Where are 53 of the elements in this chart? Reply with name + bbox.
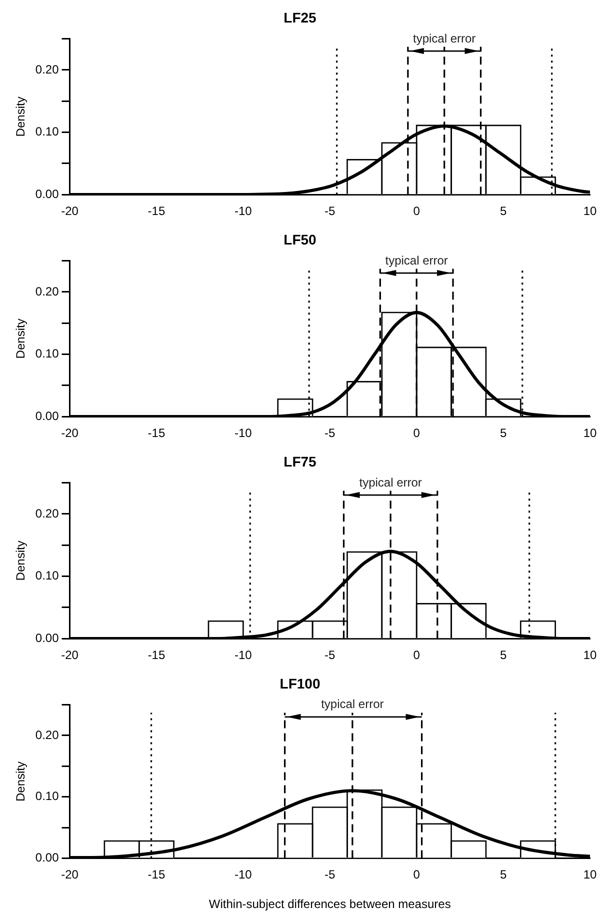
x-axis-title: Within-subject differences between measures [208, 897, 451, 912]
x-tick-label: -15 [148, 204, 166, 218]
x-tick-label: 0 [413, 648, 420, 662]
annotation: typical error [359, 475, 422, 490]
y-axis-title: Density [14, 318, 28, 359]
annotation: typical error [321, 697, 384, 712]
x-tick-label: -10 [234, 204, 252, 218]
y-tick-label: 0.20 [35, 506, 60, 520]
y-tick-label: 0.00 [35, 630, 60, 645]
x-tick-label: -20 [61, 648, 79, 662]
x-tick-label: -5 [324, 648, 336, 662]
x-tick-label: -5 [324, 204, 336, 218]
x-tick-label: -20 [61, 426, 79, 440]
x-tick-label: -20 [61, 204, 79, 218]
x-tick-label: 0 [413, 426, 420, 440]
y-tick-label: 0.20 [35, 728, 60, 742]
x-tick-label: -15 [148, 648, 166, 662]
y-axis-title: Density [14, 540, 28, 581]
annotation: typical error [385, 253, 448, 268]
y-tick-label: 0.00 [35, 186, 60, 201]
y-tick-label: 0.10 [35, 789, 60, 804]
chart-title: LF75 [284, 453, 317, 470]
x-tick-label: -10 [234, 426, 252, 440]
y-axis-title: Density [14, 96, 28, 137]
y-tick-label: 0.20 [35, 62, 60, 76]
x-tick-label: 10 [583, 426, 597, 440]
x-tick-label: 5 [500, 648, 507, 662]
x-tick-label: -5 [324, 426, 336, 440]
x-tick-label: 10 [583, 648, 597, 662]
y-tick-label: 0.10 [35, 568, 60, 583]
x-tick-label: 5 [500, 868, 507, 882]
x-tick-label: -10 [234, 868, 252, 882]
x-tick-label: -20 [61, 868, 79, 882]
x-tick-label: -15 [148, 426, 166, 440]
chart-title: LF100 [280, 675, 320, 692]
x-tick-label: -5 [324, 868, 336, 882]
y-tick-label: 0.00 [35, 408, 60, 423]
chart-title: LF25 [284, 9, 317, 26]
x-tick-label: 5 [500, 204, 507, 218]
chart-title: LF50 [284, 231, 317, 248]
x-tick-label: 10 [583, 204, 597, 218]
x-tick-label: -10 [234, 648, 252, 662]
x-tick-label: 0 [413, 868, 420, 882]
x-tick-label: 10 [583, 868, 597, 882]
x-tick-label: 0 [413, 204, 420, 218]
y-tick-label: 0.00 [35, 850, 60, 865]
annotation: typical error [412, 31, 476, 46]
y-axis-title: Density [14, 761, 28, 802]
y-tick-label: 0.20 [35, 284, 60, 298]
x-tick-label: 5 [500, 426, 507, 440]
x-tick-label: -15 [148, 868, 166, 882]
y-tick-label: 0.10 [35, 124, 60, 139]
y-tick-label: 0.10 [35, 346, 60, 361]
